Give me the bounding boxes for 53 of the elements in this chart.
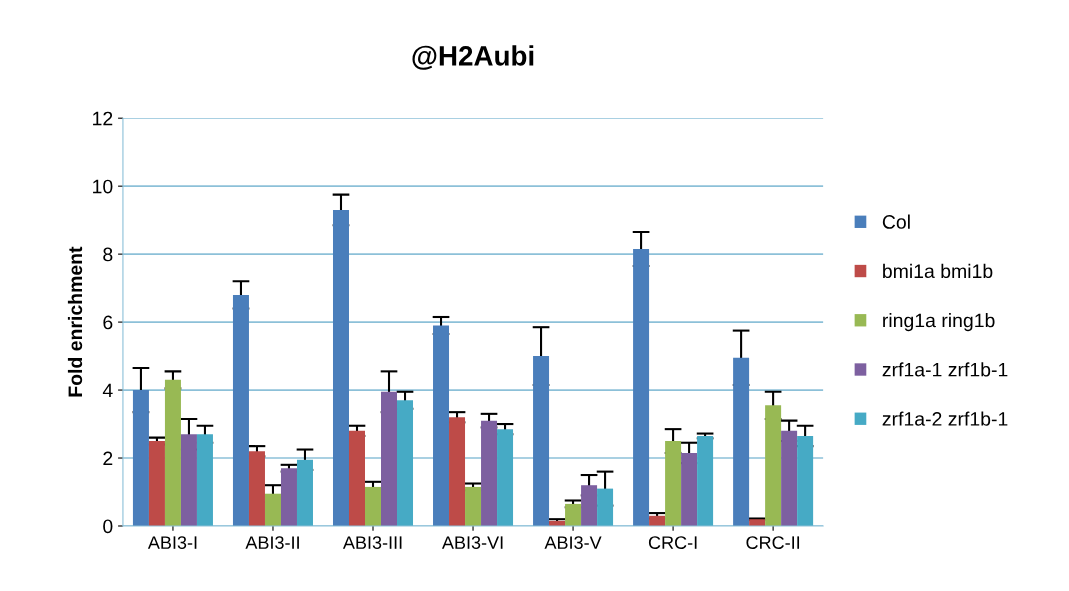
x-tick-label: ABI3-V bbox=[544, 536, 602, 549]
y-tick-label: 6 bbox=[103, 315, 113, 330]
legend-label: ring1a ring1b bbox=[883, 313, 995, 332]
bar bbox=[232, 294, 249, 526]
bar bbox=[697, 435, 714, 526]
bar bbox=[196, 434, 213, 526]
bar bbox=[381, 391, 398, 526]
legend-label: Col bbox=[882, 214, 910, 229]
y-axis-title: Fold enrichment bbox=[67, 246, 83, 397]
bar bbox=[765, 405, 782, 526]
legend-label: zrf1a-2 zrf1b-1 bbox=[882, 411, 1008, 426]
x-tick-label: CRC-II bbox=[746, 536, 800, 549]
x-tick-label: ABI3-III bbox=[342, 536, 402, 549]
y-tick-label: 8 bbox=[103, 247, 113, 262]
bar bbox=[565, 503, 582, 526]
bar bbox=[132, 390, 149, 526]
x-tick-label: ABI3-I bbox=[147, 536, 197, 549]
bar bbox=[365, 486, 382, 526]
bar bbox=[597, 488, 614, 526]
bar bbox=[681, 452, 698, 526]
bar bbox=[280, 468, 297, 526]
bar bbox=[164, 379, 181, 526]
chart-title: @H2Aubi bbox=[412, 45, 534, 70]
bar bbox=[581, 485, 598, 526]
bar bbox=[449, 417, 466, 526]
bar bbox=[533, 356, 550, 526]
y-tick-label: 10 bbox=[93, 179, 113, 194]
y-tick-label: 12 bbox=[93, 111, 113, 126]
legend-label: bmi1a bmi1b bbox=[883, 263, 993, 279]
bar bbox=[797, 435, 814, 526]
bar bbox=[465, 486, 482, 526]
bar bbox=[296, 459, 313, 526]
x-tick-label: ABI3-II bbox=[245, 536, 299, 549]
legend-label: zrf1a-1 zrf1b-1 bbox=[882, 362, 1008, 377]
x-tick-label: CRC-I bbox=[648, 536, 697, 549]
bar bbox=[665, 441, 682, 526]
bar bbox=[781, 430, 798, 526]
x-tick-label: ABI3-VI bbox=[441, 536, 503, 549]
bar bbox=[481, 420, 498, 526]
y-tick-label: 2 bbox=[103, 451, 113, 466]
bar bbox=[733, 357, 750, 526]
bar bbox=[433, 325, 450, 526]
bar bbox=[248, 451, 265, 526]
bar bbox=[180, 434, 197, 526]
bar bbox=[264, 493, 281, 526]
y-tick-label: 4 bbox=[102, 383, 113, 398]
bar bbox=[633, 249, 650, 526]
bar bbox=[332, 209, 349, 526]
bar bbox=[148, 441, 165, 526]
y-tick-label: 0 bbox=[103, 519, 113, 534]
bar bbox=[497, 429, 514, 526]
bar bbox=[349, 430, 365, 526]
bar bbox=[397, 400, 414, 526]
